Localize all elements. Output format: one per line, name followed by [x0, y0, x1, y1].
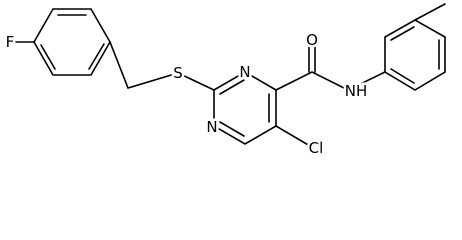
double-bond — [219, 121, 245, 137]
bond — [414, 3, 446, 21]
double-bond — [390, 26, 415, 41]
atom-label: N — [206, 118, 217, 136]
double-bond — [390, 68, 415, 84]
atom-label: F — [6, 33, 15, 51]
atom-label: O — [306, 31, 318, 49]
atom-label: N — [239, 63, 250, 81]
double-bond — [40, 44, 56, 70]
molecule-diagram: F S N N O NH Cl — [3, 3, 446, 159]
atom-label: S — [173, 64, 183, 82]
atom-label: NH — [345, 82, 368, 100]
bond — [275, 125, 311, 147]
double-bond — [88, 43, 105, 70]
double-bond — [219, 79, 245, 95]
ring — [33, 8, 111, 76]
bond — [109, 41, 215, 91]
bonds — [13, 3, 446, 147]
ring — [384, 19, 446, 91]
atom-labels: F S N N O NH Cl — [3, 29, 370, 159]
atom-label: Cl — [309, 139, 324, 157]
ring — [213, 71, 277, 145]
bond — [275, 71, 386, 91]
page: {"atom_labels": ["F", "S", "N", "N", "O"… — [3, 3, 446, 159]
